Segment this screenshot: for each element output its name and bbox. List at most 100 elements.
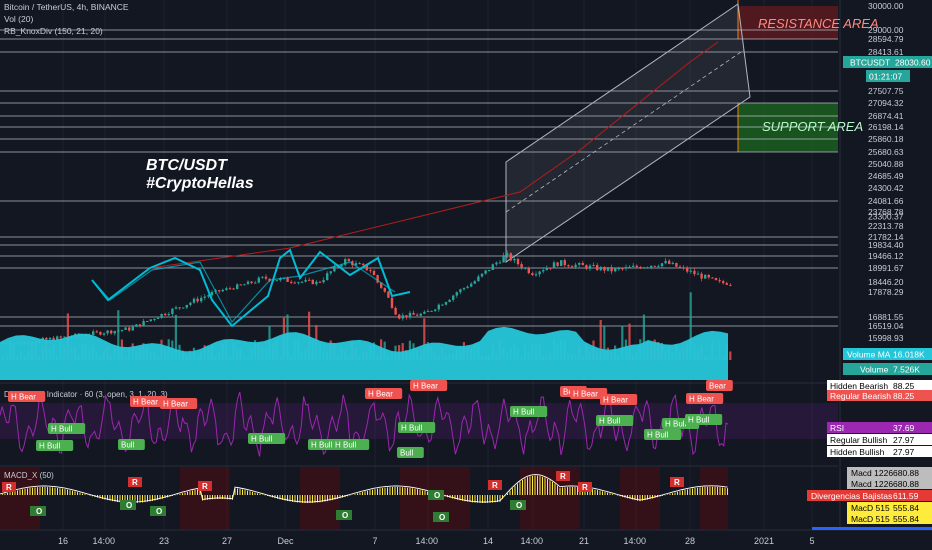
candle-body bbox=[124, 327, 127, 330]
volume-ma-area bbox=[0, 326, 728, 380]
candle-body bbox=[700, 273, 703, 279]
time-tick: 14:00 bbox=[93, 536, 116, 546]
rsi-axis-label: Regular Bearish bbox=[830, 391, 891, 401]
last-price-tag bbox=[843, 56, 932, 68]
volume-bar bbox=[729, 351, 732, 360]
divergence-label: Bear bbox=[709, 382, 726, 391]
divergence-label-bg bbox=[398, 422, 436, 433]
candle-body bbox=[657, 266, 660, 268]
volume-ma-label: Volume MA bbox=[847, 350, 891, 360]
candle-body bbox=[524, 267, 527, 269]
candle-body bbox=[423, 311, 426, 314]
macd-marker-r: R bbox=[202, 482, 208, 491]
divergence-label: H Bear bbox=[689, 395, 714, 404]
price-tick: 26198.14 bbox=[868, 122, 904, 132]
candle-body bbox=[196, 298, 199, 302]
divergence-label-bg bbox=[118, 439, 145, 450]
candle-body bbox=[243, 284, 246, 286]
candle-body bbox=[606, 267, 610, 271]
candle-body bbox=[542, 270, 545, 272]
time-tick: 14:00 bbox=[521, 536, 544, 546]
candle-body bbox=[297, 282, 300, 284]
candle-body bbox=[437, 304, 440, 310]
candle-body bbox=[646, 267, 649, 269]
time-tick: 14 bbox=[483, 536, 493, 546]
candle-body bbox=[671, 262, 674, 264]
candle-body bbox=[426, 310, 430, 312]
candle-body bbox=[498, 262, 502, 264]
candle-body bbox=[538, 271, 541, 275]
candle-body bbox=[146, 321, 149, 323]
candle-body bbox=[545, 267, 548, 271]
candle-body bbox=[567, 265, 570, 267]
rsi-axis-label: RSI bbox=[830, 423, 844, 433]
candle-body bbox=[63, 336, 66, 338]
candle-body bbox=[624, 266, 628, 269]
divergence-label: H Bear bbox=[368, 390, 393, 399]
macd-marker-o: O bbox=[36, 507, 42, 516]
divergence-label: Bull bbox=[400, 449, 414, 458]
divergence-label-bg bbox=[410, 380, 448, 391]
candle-body bbox=[135, 324, 138, 327]
divergence-label-bg bbox=[644, 429, 682, 440]
macd-marker-o-bg bbox=[433, 512, 449, 522]
divergence-indicator-title: Divergence Indicator · 60 (3, open, 3, 1… bbox=[4, 390, 168, 399]
macd-marker-r: R bbox=[582, 483, 588, 492]
macd-axis-tag bbox=[847, 467, 932, 478]
macd-axis-tag bbox=[807, 490, 932, 501]
candle-body bbox=[516, 258, 520, 265]
volume-bar bbox=[308, 311, 311, 360]
candle-body bbox=[484, 270, 487, 274]
macd-marker-o: O bbox=[434, 491, 440, 500]
candle-body bbox=[250, 281, 253, 283]
candle-body bbox=[570, 266, 574, 268]
candle-body bbox=[581, 263, 584, 266]
candle-body bbox=[362, 263, 365, 266]
candle-body bbox=[279, 278, 282, 281]
candle-body bbox=[365, 265, 368, 271]
candle-body bbox=[452, 295, 455, 300]
price-tick: 18446.20 bbox=[868, 277, 904, 287]
candle-body bbox=[621, 268, 624, 270]
candle-body bbox=[300, 281, 304, 283]
macd-axis-value: 680.88 bbox=[893, 479, 919, 489]
candle-body bbox=[182, 307, 185, 309]
candle-body bbox=[113, 330, 116, 334]
last-price-symbol: BTCUSDT bbox=[850, 58, 890, 68]
candle-body bbox=[383, 287, 386, 292]
candle-body bbox=[264, 276, 268, 279]
price-tick: 30000.00 bbox=[868, 1, 904, 11]
macd-axis-label: MacD 515 bbox=[851, 503, 890, 513]
candle-body bbox=[596, 264, 599, 271]
price-tick: 28413.61 bbox=[868, 47, 904, 57]
divergence-label: H Bear bbox=[163, 400, 188, 409]
price-tick: 26874.41 bbox=[868, 111, 904, 121]
candle-body bbox=[286, 277, 289, 282]
candle-body bbox=[120, 329, 124, 331]
candle-body bbox=[153, 319, 156, 321]
candle-body bbox=[102, 333, 106, 335]
divergence-label-bg bbox=[365, 388, 403, 399]
macd-axis-value: 555.84 bbox=[893, 514, 919, 524]
candle-body bbox=[322, 279, 325, 283]
price-tick: 27094.32 bbox=[868, 98, 904, 108]
candle-body bbox=[552, 262, 556, 269]
volume-bar bbox=[599, 320, 602, 360]
candle-body bbox=[459, 289, 462, 293]
candle-body bbox=[650, 265, 653, 268]
divergence-label: Bull bbox=[121, 441, 135, 450]
time-tick: 23 bbox=[159, 536, 169, 546]
candle-body bbox=[369, 270, 372, 272]
rsi-axis-tag bbox=[827, 434, 932, 445]
rsi-axis-value: 27.97 bbox=[893, 447, 915, 457]
candle-body bbox=[333, 266, 336, 272]
candle-body bbox=[142, 321, 145, 327]
candle-body bbox=[207, 295, 210, 297]
macd-axis-label: Macd 1226 bbox=[851, 468, 893, 478]
price-tick: 24300.42 bbox=[868, 183, 904, 193]
resistance-label: RESISTANCE AREA bbox=[758, 16, 879, 31]
divergence-label: H Bull bbox=[665, 420, 687, 429]
candle-body bbox=[164, 313, 167, 316]
candle-body bbox=[221, 289, 224, 292]
